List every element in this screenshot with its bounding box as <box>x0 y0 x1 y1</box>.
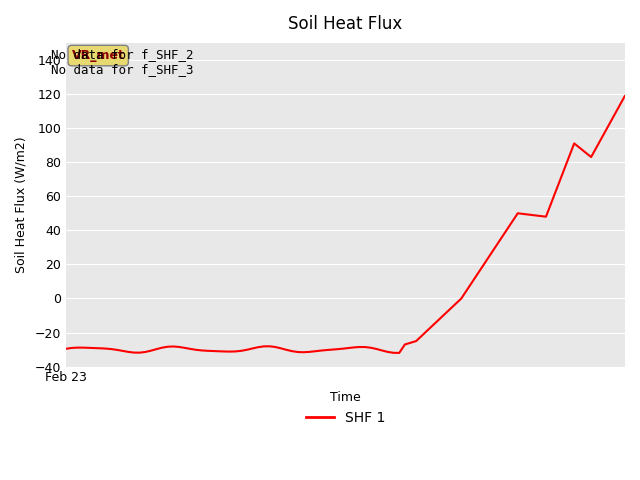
X-axis label: Time: Time <box>330 391 361 405</box>
Title: Soil Heat Flux: Soil Heat Flux <box>289 15 403 33</box>
Text: No data for f_SHF_2
No data for f_SHF_3: No data for f_SHF_2 No data for f_SHF_3 <box>51 48 194 76</box>
Text: VR_met: VR_met <box>72 49 125 62</box>
Y-axis label: Soil Heat Flux (W/m2): Soil Heat Flux (W/m2) <box>15 136 28 273</box>
Legend: SHF 1: SHF 1 <box>300 406 391 431</box>
